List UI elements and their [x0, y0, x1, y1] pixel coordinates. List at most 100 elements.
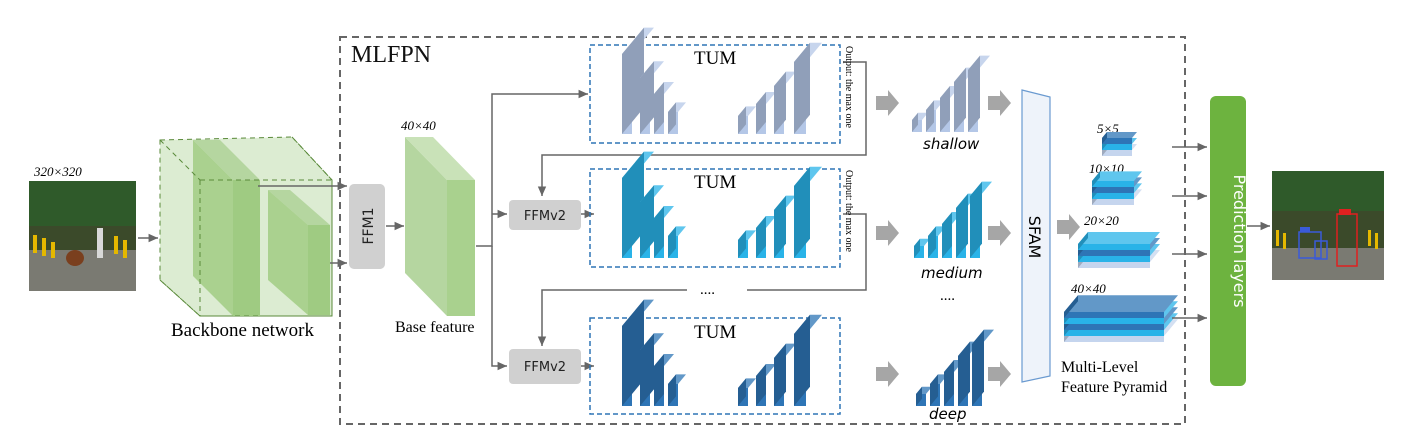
sfam-label: SFAM	[1025, 216, 1044, 259]
tum-label-1: TUM	[694, 48, 736, 69]
prediction-layers-box	[1210, 96, 1246, 386]
pyramid-level-2	[1092, 171, 1142, 205]
tum1-enc-1-side	[640, 61, 654, 135]
medium-label: medium	[921, 264, 983, 282]
pyr4-layer-4-front	[1064, 312, 1164, 318]
pyramid-level-1	[1102, 132, 1137, 156]
tum-label-3: TUM	[694, 322, 736, 343]
pyr3-layer-3-side	[1078, 232, 1088, 250]
shallow-label: shallow	[923, 135, 980, 153]
feat-deep-0-side	[916, 386, 922, 406]
tum3-enc-1-side	[640, 333, 654, 406]
output-image	[1272, 171, 1384, 280]
pyr2-layer-1-front	[1092, 193, 1134, 199]
feat-shallow-1-side	[926, 100, 934, 132]
prediction-layers-label: Prediction layers	[1230, 174, 1249, 307]
deep-feature	[916, 329, 994, 406]
feat-shallow-0-side	[912, 112, 918, 132]
pyr2-layer-3-side	[1092, 171, 1100, 187]
tum3-enc-3-side	[668, 374, 676, 406]
pyr1-layer-2-front	[1102, 138, 1132, 144]
base-feature-block	[405, 137, 475, 316]
features-ellipsis: ....	[940, 288, 955, 304]
backbone-label: Backbone network	[171, 320, 314, 341]
tum2-enc-3-side	[668, 226, 676, 258]
input-image	[29, 181, 136, 291]
tum1-enc-0-side	[622, 27, 644, 135]
tum-box-3	[589, 317, 841, 415]
feat-deep-2-side	[944, 360, 954, 406]
pyr2-layer-3-top	[1092, 171, 1142, 181]
pyr3-layer-1-front	[1078, 256, 1150, 262]
ellipsis-between-tums: ....	[700, 282, 715, 298]
backbone-block	[159, 136, 333, 317]
pyr1-layer-2-top	[1102, 132, 1137, 138]
tum-output-note-2: Output: the max one	[843, 170, 854, 252]
tum1-enc-3-side	[668, 102, 676, 134]
pyr2-layer-2-front	[1092, 187, 1134, 193]
mlfpn-container	[339, 36, 1186, 425]
feat-medium-3-side	[956, 193, 968, 258]
tum-blocks-1	[622, 27, 822, 135]
pyramid-level-3	[1078, 232, 1160, 268]
tum3-dec-0-side	[738, 378, 746, 406]
pyr3-layer-0-front	[1078, 262, 1150, 268]
tum1-dec-1-side	[756, 92, 766, 134]
tum-label-2: TUM	[694, 172, 736, 193]
base-feature-label: Base feature	[395, 319, 475, 336]
tum-box-1	[589, 44, 841, 144]
ffm1-label: FFM1	[361, 207, 377, 244]
deep-label: deep	[929, 405, 967, 423]
tum2-enc-1-side	[640, 185, 654, 258]
ffmv2-label-2: FFMv2	[524, 360, 566, 375]
feat-medium-2-side	[942, 212, 952, 258]
pyr2-layer-3-front	[1092, 181, 1134, 187]
pyramid-label-line2: Feature Pyramid	[1061, 379, 1167, 396]
pyr4-layer-0-front	[1064, 336, 1164, 342]
gray-arrows	[876, 90, 1080, 387]
tum1-enc-2-side	[654, 82, 664, 134]
base-feature-size-label: 40×40	[401, 118, 436, 133]
feat-shallow-3-side	[954, 67, 966, 132]
medium-feature	[914, 181, 992, 258]
pyr2-layer-0-front	[1092, 199, 1134, 205]
ffmv2-box-1	[509, 200, 581, 230]
tum-blocks-2	[622, 151, 822, 258]
tum1-dec-0-side	[738, 106, 746, 134]
pyr3-layer-3-front	[1078, 244, 1150, 250]
tum3-dec-1-side	[756, 364, 766, 406]
pyr4-layer-4-top	[1064, 295, 1178, 312]
tum1-dec-2-side	[774, 71, 786, 134]
tum2-enc-2-side	[654, 206, 664, 258]
tum-output-note-1: Output: the max one	[843, 46, 854, 128]
tum3-enc-2-side	[654, 354, 664, 406]
pyramid-level-4	[1064, 295, 1178, 342]
feat-deep-4-side	[972, 329, 984, 406]
pyr4-layer-2-front	[1064, 324, 1164, 330]
feat-medium-1-side	[928, 226, 936, 258]
sfam-block	[1021, 89, 1051, 383]
tum2-dec-1-side	[756, 216, 766, 258]
pyr3-layer-2-front	[1078, 250, 1150, 256]
ffm1-box	[349, 184, 385, 269]
pyr1-layer-2-side	[1102, 132, 1107, 144]
pyr4-layer-4-side	[1064, 295, 1078, 318]
tum1-dec-3-side	[794, 42, 810, 134]
pyr4-layer-1-front	[1064, 330, 1164, 336]
feat-shallow-2-side	[940, 86, 950, 132]
tum3-dec-2-side	[774, 343, 786, 406]
tum-blocks-3	[622, 299, 822, 406]
input-size-label: 320×320	[33, 164, 82, 179]
feat-medium-4-side	[970, 181, 982, 258]
pyr1-layer-1-front	[1102, 144, 1132, 150]
pyramid-label-line1: Multi-Level	[1061, 359, 1139, 376]
mlfpn-title: MLFPN	[351, 42, 431, 68]
tum2-dec-3-side	[794, 166, 810, 258]
tum2-enc-0-side	[622, 151, 644, 258]
tum3-enc-0-side	[622, 299, 644, 406]
tum-box-2	[589, 168, 841, 268]
feat-medium-0-side	[914, 238, 920, 258]
tum3-dec-3-side	[794, 314, 810, 406]
ffmv2-label-1: FFMv2	[524, 209, 566, 224]
